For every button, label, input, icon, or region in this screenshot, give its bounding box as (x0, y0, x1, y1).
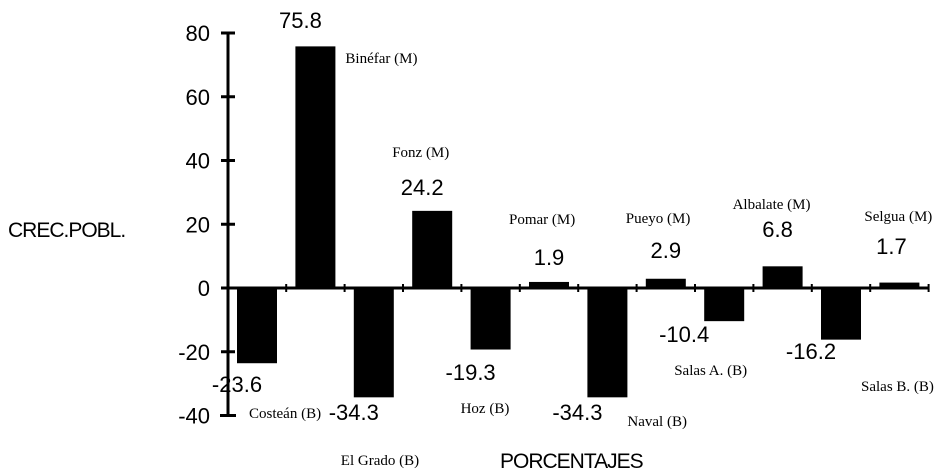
value-label: -10.4 (659, 322, 709, 347)
y-tick-label: -20 (178, 340, 210, 365)
value-label: -23.6 (212, 372, 262, 397)
bar (529, 281, 569, 288)
value-label: -34.3 (329, 400, 379, 425)
bar (645, 278, 686, 288)
y-axis-title: CREC.POBL. (8, 219, 125, 242)
bar (762, 266, 803, 288)
bar (587, 288, 628, 398)
bar (821, 288, 861, 340)
category-label: Salas A. (B) (674, 363, 747, 379)
bar (237, 288, 277, 364)
x-axis-title: PORCENTAJES (500, 450, 644, 472)
category-label: Fonz (M) (392, 145, 449, 161)
axes: 80 60 40 20 0 -20 -40 (178, 21, 930, 429)
labels: -23.6 Costeán (B) 75.8 Binéfar (M) -34.3 El G… (212, 8, 934, 469)
bar (295, 46, 336, 289)
category-label: Costeán (B) (249, 406, 321, 422)
y-tick-label: 60 (186, 85, 210, 110)
category-label: Binéfar (M) (345, 51, 417, 67)
y-tick-label: 0 (198, 276, 210, 301)
value-label: 1.9 (534, 245, 565, 270)
bars (237, 46, 920, 398)
category-label: Albalate (M) (733, 197, 811, 213)
y-tick-label: 20 (186, 212, 210, 237)
bar (879, 282, 920, 288)
value-label: 6.8 (762, 217, 793, 242)
value-label: -19.3 (446, 360, 496, 385)
value-label: 24.2 (401, 175, 444, 200)
value-label: -16.2 (786, 339, 836, 364)
y-tick-label: -40 (178, 404, 210, 429)
value-label: 75.8 (279, 8, 322, 33)
category-label: Pomar (M) (509, 212, 575, 228)
y-tick-label: 40 (186, 149, 210, 174)
value-label: 1.7 (876, 234, 907, 259)
value-label: -34.3 (552, 400, 602, 425)
category-label: Salas B. (B) (861, 379, 934, 395)
category-label: Naval (B) (627, 414, 687, 430)
value-label: 2.9 (651, 238, 682, 263)
category-label: El Grado (B) (341, 453, 419, 469)
category-label: Hoz (B) (461, 401, 510, 417)
category-label: Pueyo (M) (626, 211, 691, 227)
bar (470, 288, 511, 350)
bar (412, 210, 453, 288)
y-tick-label: 80 (186, 21, 210, 46)
category-label: Selgua (M) (864, 209, 932, 225)
bar (704, 288, 745, 322)
bar (353, 288, 394, 398)
